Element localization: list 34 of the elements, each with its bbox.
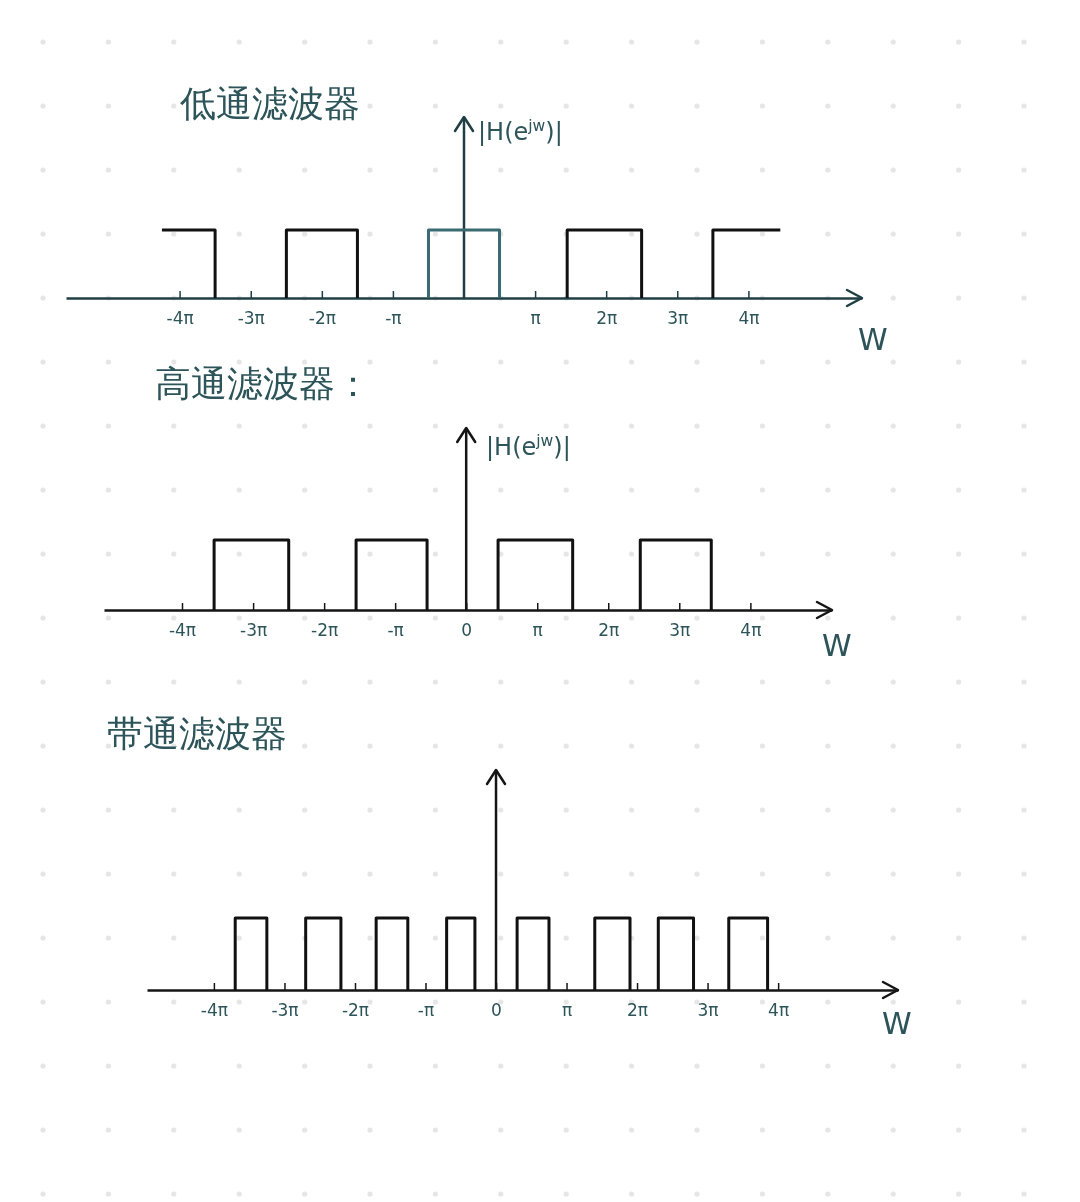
x-tick-label: -3π [237,308,265,329]
x-tick-label: -2π [308,308,336,329]
x-tick-label: -π [385,308,402,329]
x-axis-title: W [822,628,852,663]
chart-title: 带通滤波器 [107,713,287,754]
x-tick-label: -4π [166,308,194,329]
x-tick-label: 3π [667,308,689,329]
chart-title: 高通滤波器： [155,363,371,404]
x-tick-label: -π [417,1000,435,1021]
x-tick-label: 0 [491,1000,502,1021]
x-tick-label: π [532,620,543,641]
x-tick-label: 3π [669,620,691,641]
y-axis-title: |H(e$^{jw}$)| [478,117,563,146]
x-tick-label: 2π [598,620,620,641]
x-axis-title: W [882,1006,912,1041]
x-tick-label: -4π [168,620,197,641]
x-tick-label: 2π [596,308,618,329]
x-tick-label: 3π [697,1000,719,1021]
x-tick-label: -2π [341,1000,370,1021]
x-tick-label: 4π [738,308,760,329]
chart-title: 低通滤波器 [180,83,360,124]
x-tick-label: π [561,1000,573,1021]
x-tick-label: π [530,308,541,329]
x-tick-label: 4π [740,620,762,641]
x-tick-label: 2π [627,1000,649,1021]
x-tick-label: -π [387,620,404,641]
x-tick-label: -3π [240,620,268,641]
y-axis-title: |H(e$^{jw}$)| [486,432,571,461]
x-tick-label: -4π [200,1000,228,1021]
x-tick-label: -3π [271,1000,299,1021]
x-tick-label: -2π [311,620,339,641]
x-tick-label: 0 [461,620,473,641]
x-axis-title: W [858,322,888,357]
x-tick-label: 4π [768,1000,790,1021]
